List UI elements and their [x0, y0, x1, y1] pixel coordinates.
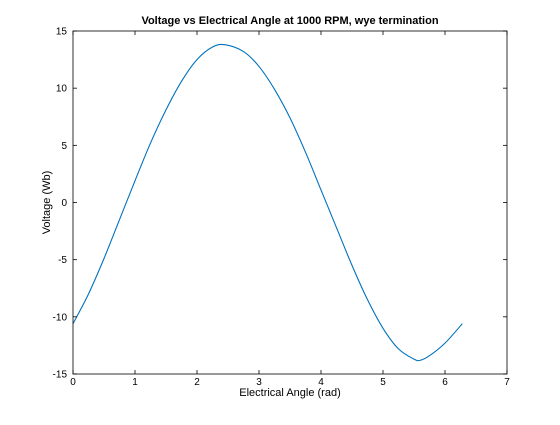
- x-tick-label: 5: [380, 377, 386, 388]
- y-tick-label: 0: [61, 198, 67, 209]
- x-tick-label: 2: [194, 377, 200, 388]
- series-layer: [72, 43, 463, 362]
- chart-title: Voltage vs Electrical Angle at 1000 RPM,…: [141, 15, 438, 27]
- x-tick-label: 7: [504, 377, 510, 388]
- x-tick-label: 1: [132, 377, 138, 388]
- y-axis-label: Voltage (Wb): [41, 171, 53, 235]
- y-tick-label: -10: [53, 312, 68, 323]
- x-tick-label: 4: [318, 377, 324, 388]
- voltage-series-line: [72, 43, 463, 362]
- y-axis-ticks: -15 -10 -5 0 5 10 15: [53, 27, 507, 381]
- y-tick-label: 5: [61, 141, 67, 152]
- y-tick-label: 10: [56, 84, 68, 95]
- x-tick-label: 3: [256, 377, 262, 388]
- plot-area: [73, 31, 507, 374]
- y-tick-label: 15: [56, 27, 68, 38]
- x-tick-label: 0: [70, 377, 76, 388]
- x-tick-label: 6: [442, 377, 448, 388]
- x-axis-ticks: 0 1 2 3 4 5 6 7: [70, 31, 510, 388]
- x-axis-label: Electrical Angle (rad): [239, 387, 341, 399]
- y-tick-label: -15: [53, 370, 68, 381]
- y-tick-label: -5: [58, 255, 67, 266]
